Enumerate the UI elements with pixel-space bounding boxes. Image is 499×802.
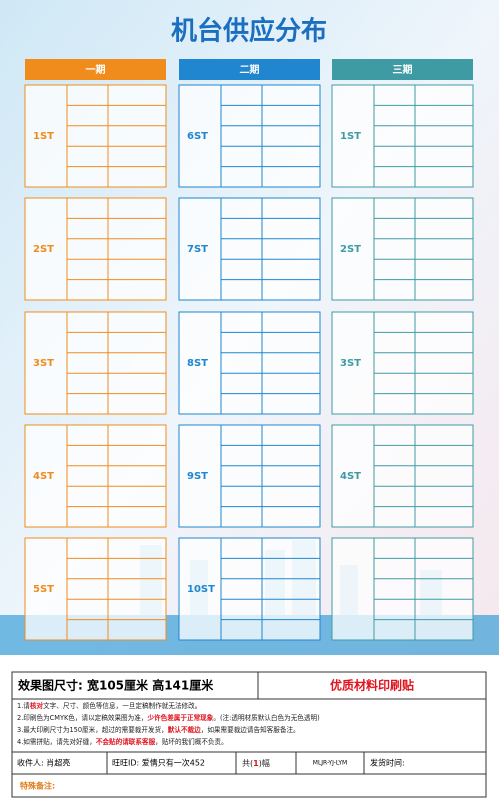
recipient: 收件人: 肖超亮 — [17, 758, 70, 768]
station-box — [331, 197, 474, 301]
note-line: 2.印刷色为CMYK色，请以定稿效果图为准，少许色差属于正常现象。(注:透明材质… — [17, 713, 320, 722]
note-line: 4.如需拼贴，请先对好缝，不会贴的请联系客服，贴坏的我们概不负责。 — [17, 737, 228, 746]
station-label: 2ST — [340, 244, 361, 255]
station-box — [24, 311, 167, 415]
text-segment: 1 — [253, 759, 259, 768]
station-box — [331, 537, 474, 641]
info-lines — [12, 672, 486, 775]
station-box — [24, 197, 167, 301]
station-label: 1ST — [33, 131, 54, 142]
note-line: 1.请核对文字、尺寸、颜色等信息，一旦定稿制作就无法修改。 — [17, 701, 201, 710]
text-segment: 核对 — [30, 701, 44, 710]
station-label: 9ST — [187, 471, 208, 482]
count: 共(1)幅 — [242, 758, 270, 768]
column-header-bg — [179, 59, 320, 80]
station-label: 3ST — [340, 358, 361, 369]
info-box — [11, 671, 487, 798]
poster-title: 机台供应分布 — [171, 16, 327, 47]
text-segment: 。(注:透明材质默认白色为无色透明) — [213, 713, 319, 722]
ship-time: 发货时间: — [370, 758, 405, 768]
station-box — [24, 424, 167, 528]
column-header: 一期 — [86, 63, 106, 76]
text-segment: ，如果需要裁边请告知客服备注。 — [201, 725, 300, 734]
station-label: 10ST — [187, 584, 215, 595]
station-box — [331, 311, 474, 415]
code: MLJR-YJ-LYM — [313, 760, 347, 767]
text-segment: 文字、尺寸、颜色等信息，一旦定稿制作就无法修改。 — [43, 701, 201, 710]
text-segment: 3.最大印刷尺寸为150厘米，超过的需要裁开发货， — [17, 725, 168, 734]
station-label: 4ST — [340, 471, 361, 482]
text-segment: 2.印刷色为CMYK色，请以定稿效果图为准， — [17, 713, 147, 722]
station-box — [331, 424, 474, 528]
station-label: 2ST — [33, 244, 54, 255]
text-segment: ，贴坏的我们概不负责。 — [155, 737, 228, 746]
station-label: 8ST — [187, 358, 208, 369]
station-box — [24, 537, 167, 641]
station-box — [178, 197, 321, 301]
station-box — [331, 84, 474, 188]
station-label: 1ST — [340, 131, 361, 142]
column-header-bg — [25, 59, 166, 80]
text-segment: 少许色差属于正常现象 — [146, 713, 213, 722]
text-segment: 4.如需拼贴，请先对好缝， — [17, 737, 96, 746]
remark: 特殊备注: — [20, 781, 55, 791]
wangwang: 旺旺ID: 爱情只有一次452 — [112, 758, 205, 768]
station-label: 6ST — [187, 131, 208, 142]
column-header-bg — [332, 59, 473, 80]
station-box — [178, 84, 321, 188]
text-segment: )幅 — [259, 758, 270, 768]
station-label: 7ST — [187, 244, 208, 255]
station-box — [178, 424, 321, 528]
station-box — [178, 537, 321, 641]
text-segment: 不会贴的请联系客服 — [96, 737, 156, 746]
material: 优质材料印刷贴 — [330, 678, 414, 693]
text-segment: 共( — [242, 759, 253, 768]
station-label: 5ST — [33, 584, 54, 595]
column-header: 二期 — [240, 63, 260, 76]
column-header: 三期 — [393, 63, 413, 76]
station-label: 4ST — [33, 471, 54, 482]
station-label: 3ST — [33, 358, 54, 369]
size-info: 效果图尺寸: 宽105厘米 高141厘米 — [18, 678, 214, 693]
station-box — [24, 84, 167, 188]
note-line: 3.最大印刷尺寸为150厘米，超过的需要裁开发货，默认不裁边，如果需要裁边请告知… — [17, 725, 300, 734]
text-segment: 1.请 — [17, 701, 30, 710]
text-segment: 默认不裁边 — [168, 725, 201, 734]
station-box — [178, 311, 321, 415]
